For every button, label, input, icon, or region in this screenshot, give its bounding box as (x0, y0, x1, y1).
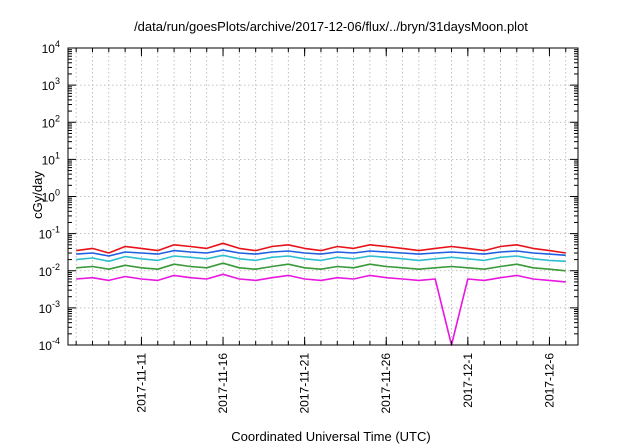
series-lines (76, 242, 566, 346)
series-line (76, 262, 566, 272)
y-tick-label: 10-2 (39, 262, 60, 279)
y-tick-label: 10-1 (39, 225, 60, 242)
series-line (76, 273, 566, 346)
grid-lines (68, 47, 578, 346)
x-tick-label: 2017-12-1 (461, 353, 475, 408)
y-tick-label: 104 (42, 39, 60, 56)
chart-title: /data/run/goesPlots/archive/2017-12-06/f… (134, 19, 528, 34)
x-tick-label: 2017-11-11 (134, 353, 148, 413)
y-tick-label: 10-3 (39, 299, 60, 316)
y-tick-label: 102 (42, 113, 60, 130)
plot-frame (67, 47, 579, 346)
axes: 2017-11-11 2017-11-16 2017-11-21 2017-11-26… (39, 39, 579, 414)
series-line (76, 254, 566, 263)
x-tick-label: 2017-11-16 (216, 353, 230, 414)
y-tick-label: 103 (42, 76, 60, 93)
y-tick-label: 100 (42, 188, 60, 205)
x-tick-label: 2017-11-21 (298, 353, 312, 414)
y-axis-label: cGy/day (30, 171, 45, 219)
series-line (76, 242, 566, 254)
y-tick-label: 10-4 (39, 336, 60, 353)
series-line (76, 249, 566, 257)
x-tick-label: 2017-11-26 (379, 353, 393, 414)
y-tick-label: 101 (42, 150, 60, 167)
x-axis-label: Coordinated Universal Time (UTC) (231, 429, 430, 444)
x-tick-label: 2017-12-6 (542, 353, 556, 408)
